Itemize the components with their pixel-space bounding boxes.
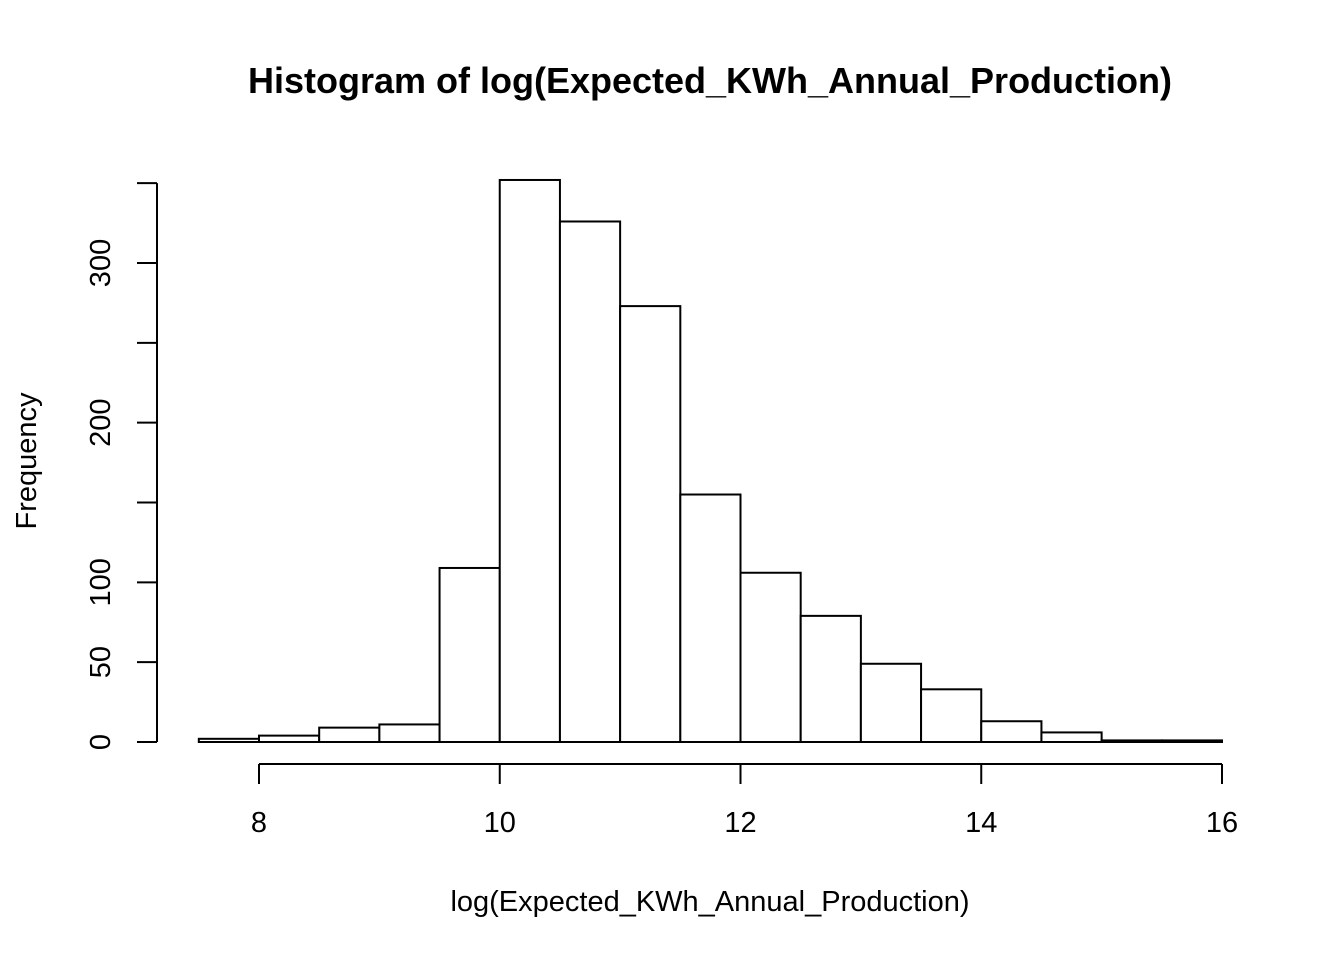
y-tick-label: 100 bbox=[85, 558, 117, 606]
histogram-bar bbox=[1100, 739, 1163, 743]
x-tick-label: 16 bbox=[1206, 807, 1238, 839]
x-tick-label: 10 bbox=[484, 807, 516, 839]
histogram-bar bbox=[619, 305, 682, 743]
histogram-bar bbox=[980, 720, 1043, 744]
histogram-bar bbox=[378, 723, 441, 743]
y-axis-label: Frequency bbox=[11, 392, 43, 530]
histogram-bar bbox=[859, 662, 923, 743]
x-tick-label: 8 bbox=[251, 807, 267, 839]
y-tick-label: 0 bbox=[85, 734, 117, 750]
histogram-bar bbox=[739, 571, 802, 744]
y-tick-label: 200 bbox=[85, 398, 117, 446]
histogram-bar bbox=[318, 726, 381, 744]
x-axis-label: log(Expected_KWh_Annual_Production) bbox=[450, 886, 969, 918]
histogram-bar bbox=[438, 566, 501, 743]
x-axis: 8 10 12 14 16 bbox=[251, 763, 1238, 839]
histogram-bar bbox=[799, 614, 862, 744]
x-tick-label: 14 bbox=[965, 807, 997, 839]
histogram-bar bbox=[558, 220, 622, 743]
y-axis: 0 50 100 200 300 bbox=[85, 182, 158, 750]
histogram-bar bbox=[258, 734, 321, 744]
histogram-bar bbox=[498, 178, 561, 743]
histogram-bar bbox=[1160, 739, 1223, 743]
histogram-bar bbox=[679, 493, 742, 743]
histogram-bar bbox=[920, 688, 983, 743]
chart-title: Histogram of log(Expected_KWh_Annual_Pro… bbox=[248, 60, 1172, 101]
bars bbox=[197, 178, 1223, 744]
histogram-bar bbox=[197, 737, 260, 743]
x-tick-label: 12 bbox=[724, 807, 756, 839]
y-tick-label: 50 bbox=[85, 646, 117, 678]
histogram-bar bbox=[1040, 731, 1103, 743]
y-tick-label: 300 bbox=[85, 239, 117, 287]
